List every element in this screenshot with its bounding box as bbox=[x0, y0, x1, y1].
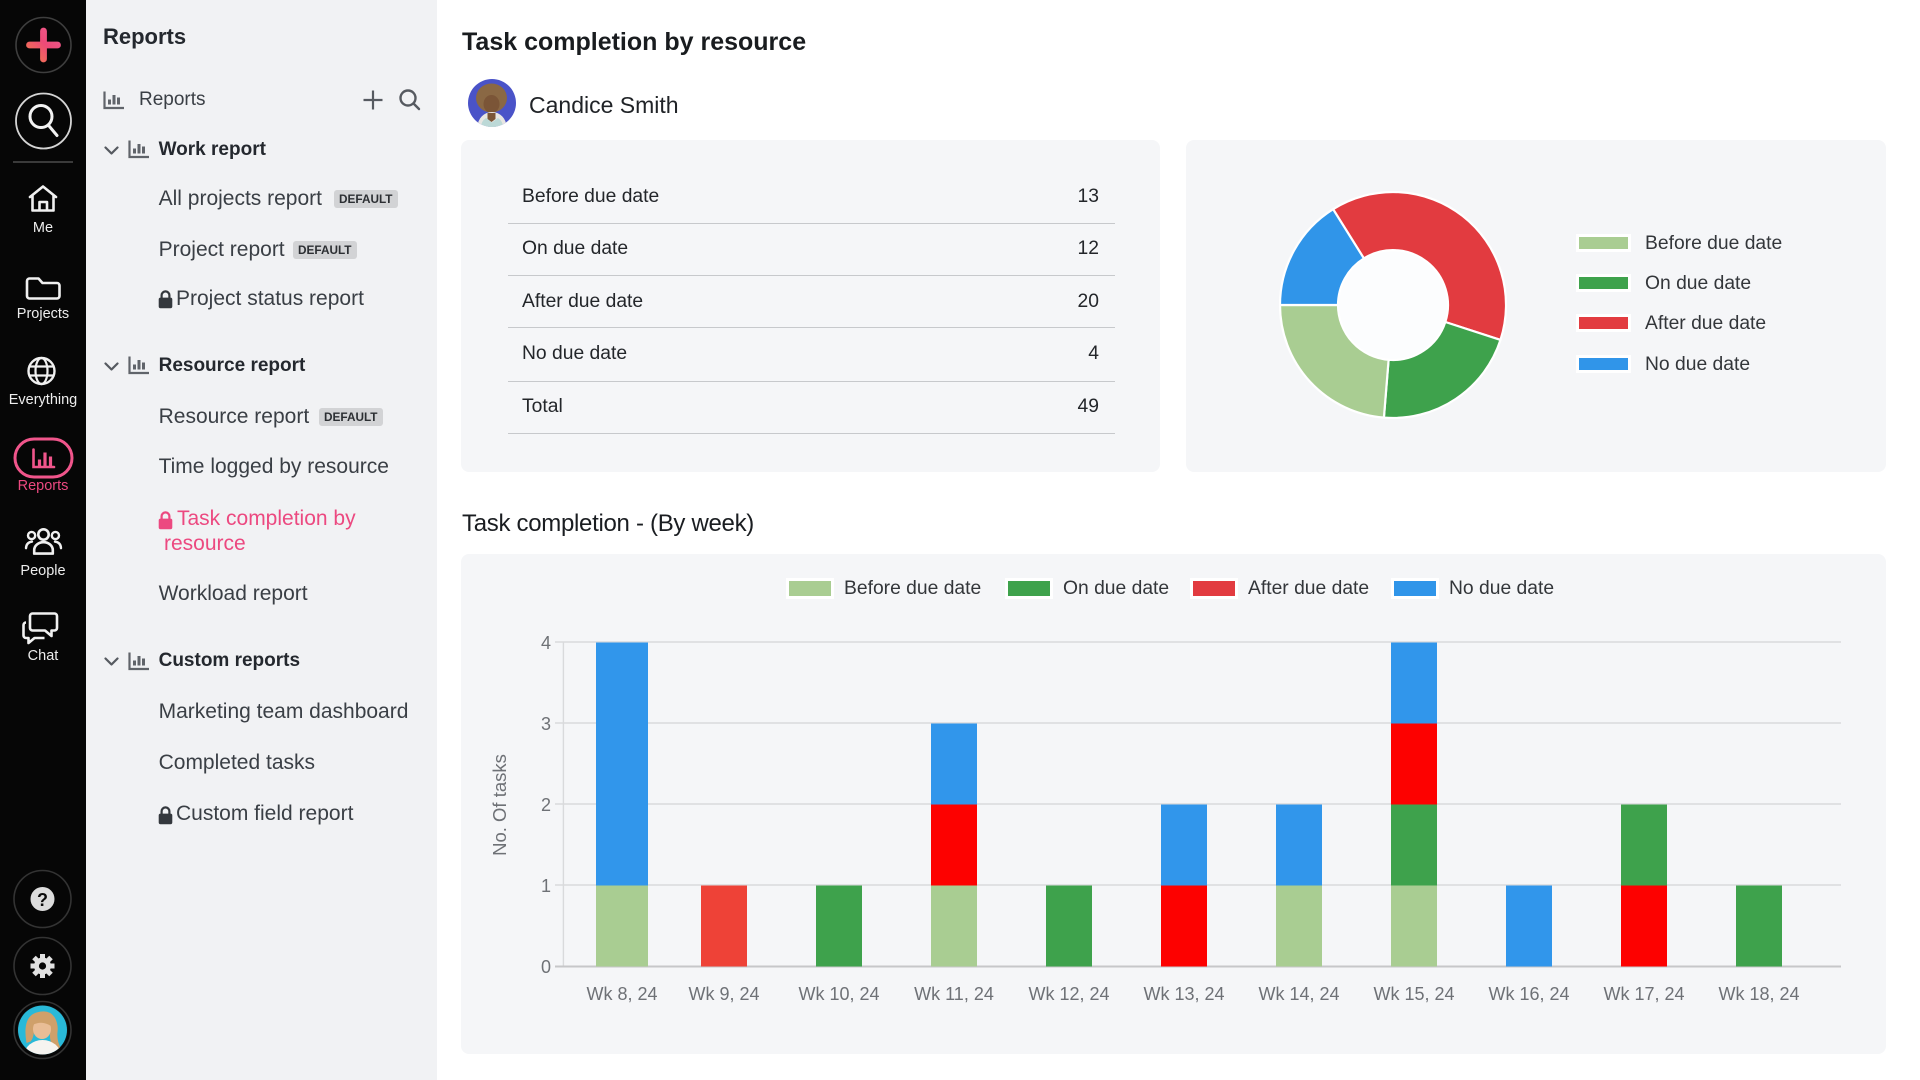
svg-text:?: ? bbox=[37, 890, 48, 910]
